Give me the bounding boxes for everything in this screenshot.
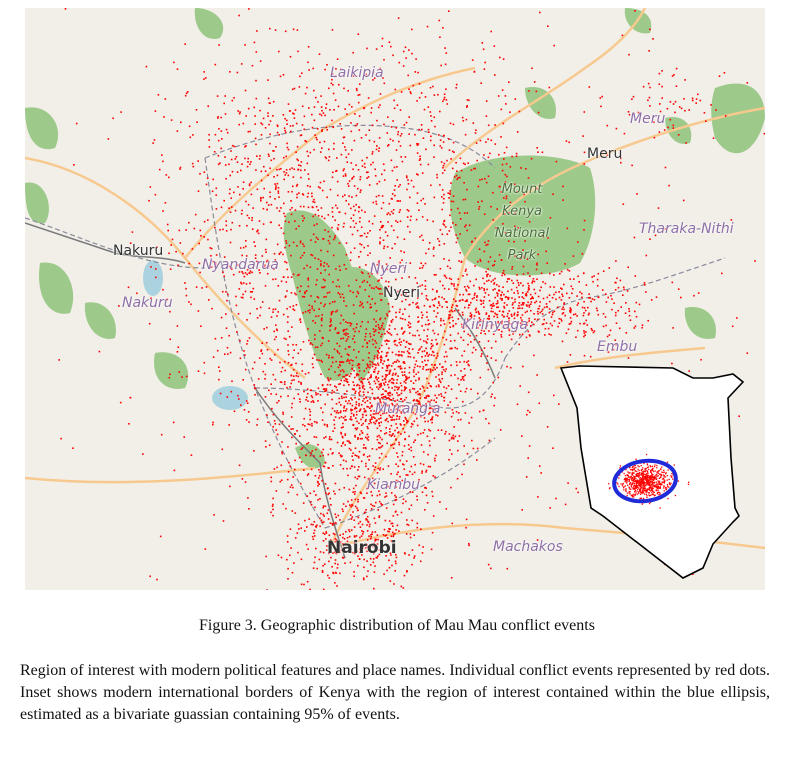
forest-areas <box>25 8 765 469</box>
map-area: Laikipia Meru Meru Nakuru Nakuru Nyandar… <box>25 8 765 590</box>
kenya-border-outline <box>559 365 745 579</box>
water-bodies <box>143 260 248 410</box>
place-label-tharaka-nithi: Tharaka-Nithi <box>639 221 734 237</box>
place-label-machakos: Machakos <box>493 539 563 555</box>
place-label-laikipia: Laikipia <box>330 65 384 81</box>
region-of-interest-ellipse <box>612 458 678 504</box>
figure-description: Region of interest with modern political… <box>20 662 770 723</box>
kenya-inset-map <box>559 365 745 579</box>
place-label-nakuru-town: Nakuru <box>113 243 164 259</box>
place-label-nyandarua: Nyandarua <box>202 257 279 273</box>
admin-borders <box>25 124 726 529</box>
place-label-nakuru-county: Nakuru <box>122 295 173 311</box>
base-map <box>25 8 765 590</box>
place-label-mount-kenya-park: Mount Kenya National Park <box>494 182 550 263</box>
place-label-nyeri-town: Nyeri <box>383 285 421 301</box>
place-label-kiambu: Kiambu <box>367 477 421 493</box>
place-label-kirinyaga: Kirinyaga <box>462 317 528 333</box>
place-label-meru-town: Meru <box>587 146 623 162</box>
place-label-meru-county: Meru <box>630 111 666 127</box>
place-label-nairobi: Nairobi <box>327 538 397 558</box>
place-label-nyeri-county: Nyeri <box>370 261 408 277</box>
place-label-embu: Embu <box>597 339 638 355</box>
figure-caption: Figure 3. Geographic distribution of Mau… <box>199 617 595 634</box>
place-label-muranga: Murang'a <box>375 401 441 417</box>
